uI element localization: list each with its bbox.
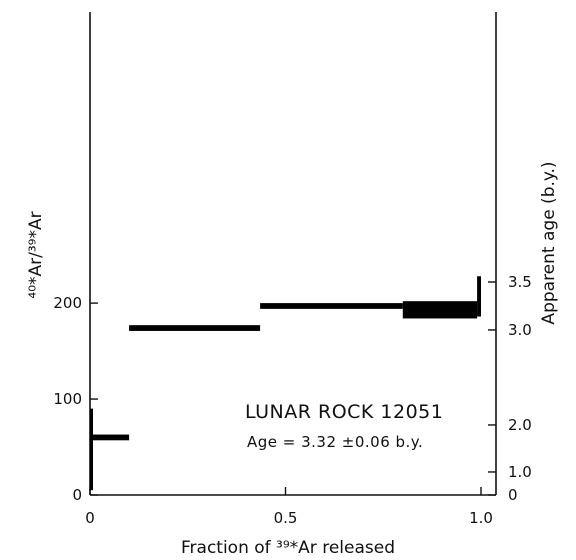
y2-tick-label: 3.0 [508, 321, 532, 339]
x-tick-label: 1.0 [469, 509, 493, 527]
sample-label: LUNAR ROCK 12051 [245, 401, 443, 423]
y2-tick-label: 1.0 [508, 463, 532, 481]
chart-labels: 0 100 200 0 1.0 2.0 3.0 3.5 0 0.5 1.0 Fraction of ³… [26, 161, 559, 558]
x-axis-title: Fraction of ³⁹*Ar released [181, 538, 395, 558]
y-tick-label: 100 [53, 390, 82, 408]
spectrum-step [91, 434, 130, 441]
spectrum-step [90, 408, 93, 491]
spectrum-step [477, 276, 481, 317]
y-tick-label: 0 [72, 486, 82, 504]
y-tick-label: 200 [53, 294, 82, 312]
age-label: Age = 3.32 ±0.06 b.y. [247, 433, 423, 451]
y2-axis-title: Apparent age (b.y.) [539, 161, 559, 324]
data-steps [90, 276, 481, 491]
spectrum-step [402, 301, 478, 319]
y2-tick-label: 2.0 [508, 416, 532, 434]
x-tick-label: 0.5 [274, 509, 298, 527]
spectrum-step [260, 303, 403, 309]
y2-tick-label: 0 [508, 486, 518, 504]
y-axis-title: ⁴⁰*Ar/³⁹*Ar [26, 211, 46, 298]
x-tick-label: 0 [85, 509, 95, 527]
spectrum-step [129, 325, 261, 331]
y2-tick-label: 3.5 [508, 273, 532, 291]
